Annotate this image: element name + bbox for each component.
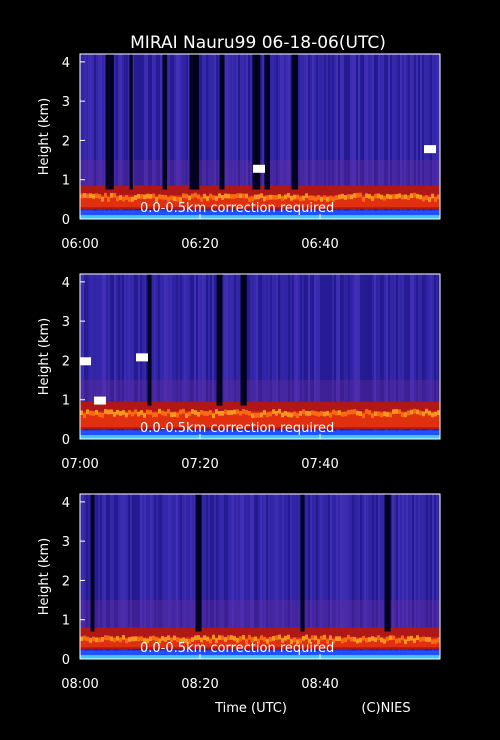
y-tick-label: 4 [62, 496, 70, 511]
y-tick-label: 4 [62, 276, 70, 291]
y-axis-label: Height (km) [37, 318, 52, 395]
y-tick-label: 0 [62, 433, 70, 448]
figure-title: MIRAI Nauru99 06-18-06(UTC) [130, 33, 386, 53]
plot-frame [79, 493, 441, 660]
attenuation-column [162, 54, 167, 190]
plot-frame [79, 53, 441, 220]
attenuation-column [240, 274, 247, 406]
x-tick-label: 06:00 [61, 237, 98, 252]
lidar-panel: 0 1 2 3 4 Height (km) 07:00 07:20 07:40 0.0-0.5km… [37, 273, 441, 472]
y-tick-label: 2 [62, 354, 70, 369]
y-tick-label: 0 [62, 653, 70, 668]
y-axis-label: Height (km) [37, 98, 52, 175]
credit-label: (C)NIES [361, 701, 410, 716]
backscatter-image [80, 54, 440, 219]
attenuation-column [384, 494, 391, 632]
cloud-patch [94, 396, 106, 405]
x-tick-label: 07:00 [61, 457, 98, 472]
y-tick-label: 0 [62, 213, 70, 228]
attenuation-column [216, 274, 223, 406]
plot-frame [79, 273, 441, 440]
correction-annotation: 0.0-0.5km correction required [140, 201, 334, 216]
attenuation-column [255, 54, 261, 190]
y-tick-label: 3 [62, 535, 70, 550]
x-axis-label: Time (UTC) [214, 701, 287, 716]
y-axis-label: Height (km) [37, 538, 52, 615]
y-tick-label: 3 [62, 95, 70, 110]
attenuation-column [90, 494, 95, 632]
attenuation-column [193, 54, 200, 190]
attenuation-column [219, 54, 225, 190]
x-tick-label: 07:40 [301, 457, 338, 472]
attenuation-column [109, 54, 114, 190]
cloud-patch [253, 164, 265, 173]
attenuation-column [291, 54, 299, 190]
correction-annotation: 0.0-0.5km correction required [140, 641, 334, 656]
x-tick-label: 06:40 [301, 237, 338, 252]
y-tick-label: 3 [62, 315, 70, 330]
lidar-panel: 0 1 2 3 4 Height (km) 06:00 06:20 06:40 0.0-0.5km… [37, 53, 441, 252]
x-tick-label: 06:20 [181, 237, 218, 252]
x-tick-label: 07:20 [181, 457, 218, 472]
y-tick-label: 1 [62, 614, 70, 629]
cloud-patch [136, 353, 148, 362]
x-tick-label: 08:40 [301, 677, 338, 692]
cloud-patch [424, 145, 436, 154]
backscatter-image [80, 274, 440, 439]
lidar-panel: 0 1 2 3 4 Height (km) 08:00 08:20 08:40 0.0-0.5km… [37, 493, 441, 692]
correction-annotation: 0.0-0.5km correction required [140, 421, 334, 436]
attenuation-column [264, 54, 270, 190]
attenuation-column [195, 494, 202, 632]
attenuation-column [300, 494, 305, 632]
backscatter-image [80, 494, 440, 659]
x-tick-label: 08:00 [61, 677, 98, 692]
attenuation-column [189, 54, 195, 190]
y-tick-label: 2 [62, 574, 70, 589]
attenuation-column [129, 54, 133, 190]
attenuation-column [147, 274, 152, 406]
x-tick-label: 08:20 [181, 677, 218, 692]
attenuation-column [252, 54, 258, 190]
attenuation-column [105, 54, 110, 190]
y-tick-label: 1 [62, 394, 70, 409]
cloud-patch [80, 357, 91, 366]
y-tick-label: 2 [62, 134, 70, 149]
y-tick-label: 1 [62, 174, 70, 189]
y-tick-label: 4 [62, 56, 70, 71]
